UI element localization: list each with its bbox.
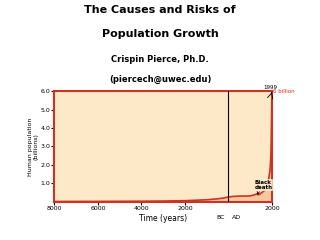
Text: Crispin Pierce, Ph.D.: Crispin Pierce, Ph.D. (111, 55, 209, 64)
X-axis label: Time (years): Time (years) (139, 214, 187, 222)
Text: The Causes and Risks of: The Causes and Risks of (84, 5, 236, 15)
Text: (piercech@uwec.edu): (piercech@uwec.edu) (109, 74, 211, 84)
Text: AD: AD (232, 215, 242, 220)
Y-axis label: Human population
(billions): Human population (billions) (28, 117, 39, 176)
Text: 1999: 1999 (264, 85, 278, 90)
Text: 6 billion: 6 billion (273, 89, 295, 94)
Text: Population Growth: Population Growth (102, 29, 218, 39)
Text: BC: BC (216, 215, 225, 220)
Text: Black
death: Black death (254, 180, 272, 194)
